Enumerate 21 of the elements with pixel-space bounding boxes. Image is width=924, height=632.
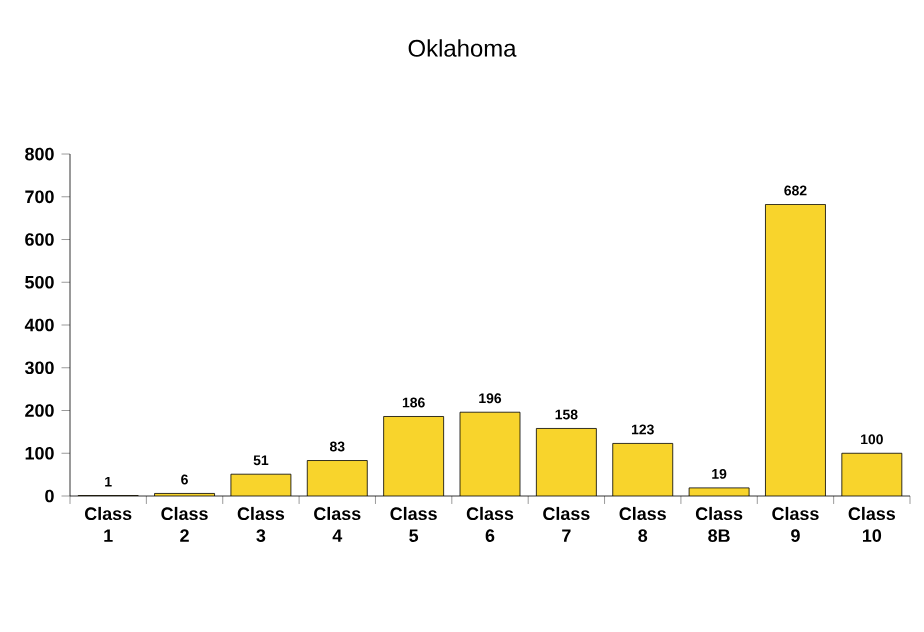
x-tick-label: Class 7	[543, 506, 590, 542]
y-tick-label: 0	[45, 489, 54, 503]
x-tick-label: Class 6	[466, 506, 514, 542]
x-tick-label: Class 9	[772, 506, 819, 542]
x-tick-label: Class 8	[619, 506, 666, 542]
x-tick-label: Class 1	[85, 506, 132, 542]
y-tick-label: 100	[25, 446, 54, 460]
x-tick-label: Class 10	[848, 506, 896, 542]
x-tick-label: Class 8B	[695, 506, 743, 542]
y-tick-label: 500	[25, 275, 54, 289]
y-tick-label: 200	[25, 404, 54, 417]
y-tick-label: 700	[25, 190, 54, 204]
chart-title: Oklahoma	[408, 39, 517, 57]
y-tick-label: 800	[25, 147, 54, 161]
x-tick-label: Class 4	[314, 506, 361, 542]
x-tick-label: Class 3	[237, 506, 285, 542]
y-tick-label: 400	[24, 318, 54, 332]
y-tick-label: 600	[25, 233, 54, 246]
x-tick-label: Class 2	[161, 506, 208, 542]
x-tick-label: Class 5	[390, 506, 437, 542]
y-tick-label: 300	[24, 361, 54, 375]
